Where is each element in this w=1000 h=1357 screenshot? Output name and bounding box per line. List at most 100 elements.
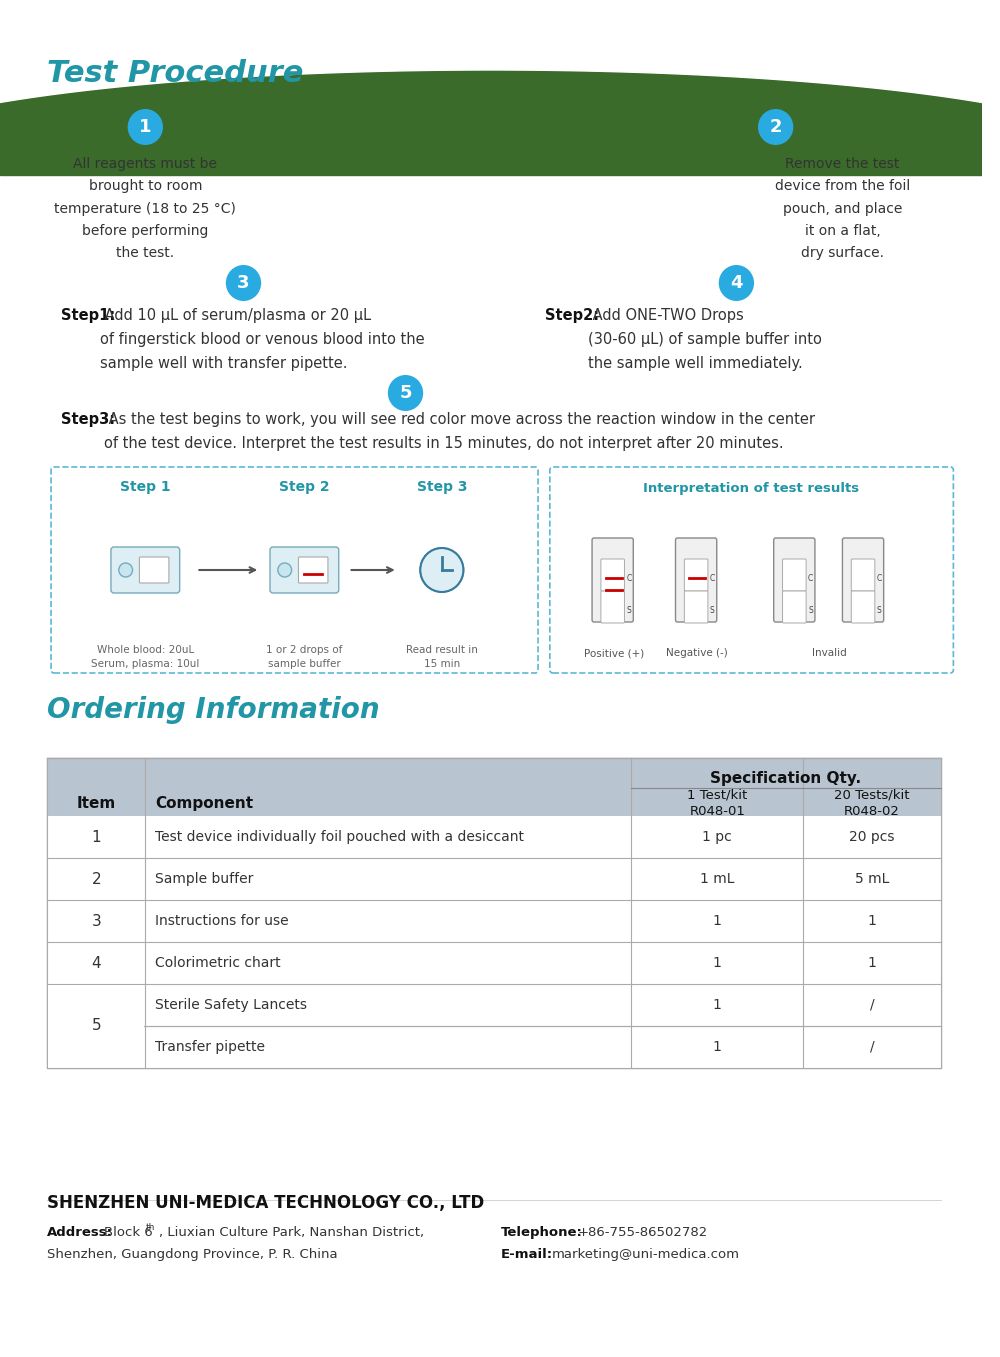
Text: 3: 3 xyxy=(237,274,250,292)
Text: 5 mL: 5 mL xyxy=(855,873,889,886)
Polygon shape xyxy=(0,0,1000,160)
Text: C: C xyxy=(710,574,715,582)
Circle shape xyxy=(420,548,463,592)
Text: E-mail:: E-mail: xyxy=(501,1248,553,1261)
Circle shape xyxy=(128,109,163,145)
Text: 1: 1 xyxy=(867,915,876,928)
Text: 20 pcs: 20 pcs xyxy=(849,830,895,844)
Text: 5: 5 xyxy=(91,1019,101,1034)
Text: Positive (+): Positive (+) xyxy=(584,649,644,658)
Text: Step3:: Step3: xyxy=(61,413,115,427)
FancyBboxPatch shape xyxy=(592,537,633,622)
Text: Item: Item xyxy=(77,795,116,810)
Text: Test Procedure: Test Procedure xyxy=(47,58,304,88)
Text: S: S xyxy=(877,605,882,615)
Bar xyxy=(47,942,941,984)
Text: Step 3: Step 3 xyxy=(417,480,467,494)
FancyBboxPatch shape xyxy=(601,559,624,592)
FancyBboxPatch shape xyxy=(684,559,708,592)
Text: Transfer pipette: Transfer pipette xyxy=(155,1039,265,1054)
Bar xyxy=(47,984,941,1026)
FancyBboxPatch shape xyxy=(298,556,328,584)
Text: Step 2: Step 2 xyxy=(279,480,330,494)
Circle shape xyxy=(119,563,133,577)
FancyBboxPatch shape xyxy=(111,547,180,593)
Text: Whole blood: 20uL
Serum, plasma: 10ul: Whole blood: 20uL Serum, plasma: 10ul xyxy=(91,645,200,669)
Text: /: / xyxy=(870,1039,874,1054)
Text: C: C xyxy=(877,574,882,582)
Text: 2: 2 xyxy=(769,118,782,136)
Circle shape xyxy=(719,265,754,301)
FancyBboxPatch shape xyxy=(774,537,815,622)
FancyBboxPatch shape xyxy=(601,592,624,623)
Circle shape xyxy=(388,375,423,411)
FancyBboxPatch shape xyxy=(51,467,538,673)
Bar xyxy=(47,759,941,1068)
Text: 20 Tests/kit
R048-02: 20 Tests/kit R048-02 xyxy=(834,788,910,818)
Text: Telephone:: Telephone: xyxy=(501,1225,583,1239)
FancyBboxPatch shape xyxy=(676,537,717,622)
Text: Step2:: Step2: xyxy=(545,308,599,323)
FancyBboxPatch shape xyxy=(550,467,953,673)
Text: Add ONE-TWO Drops
(30-60 μL) of sample buffer into
the sample well immediately.: Add ONE-TWO Drops (30-60 μL) of sample b… xyxy=(588,308,822,370)
Circle shape xyxy=(226,265,261,301)
Text: Sample buffer: Sample buffer xyxy=(155,873,254,886)
Text: S: S xyxy=(626,605,631,615)
FancyBboxPatch shape xyxy=(783,559,806,592)
Text: Invalid: Invalid xyxy=(812,649,847,658)
Text: 3: 3 xyxy=(91,913,101,928)
Text: 1 pc: 1 pc xyxy=(702,830,732,844)
Bar xyxy=(47,1026,941,1068)
Text: 2: 2 xyxy=(91,871,101,886)
Bar xyxy=(47,759,941,816)
Text: Instructions for use: Instructions for use xyxy=(155,915,289,928)
Text: Add 10 μL of serum/plasma or 20 μL
of fingerstick blood or venous blood into the: Add 10 μL of serum/plasma or 20 μL of fi… xyxy=(100,308,425,370)
Text: Test device individually foil pouched with a desiccant: Test device individually foil pouched wi… xyxy=(155,830,524,844)
Text: All reagents must be
brought to room
temperature (18 to 25 °C)
before performing: All reagents must be brought to room tem… xyxy=(54,157,236,261)
Text: 1: 1 xyxy=(91,829,101,844)
Bar xyxy=(0,0,982,175)
Text: Remove the test
device from the foil
pouch, and place
it on a flat,
dry surface.: Remove the test device from the foil pou… xyxy=(775,157,910,261)
Text: Colorimetric chart: Colorimetric chart xyxy=(155,955,281,970)
FancyBboxPatch shape xyxy=(851,559,875,592)
Text: 5: 5 xyxy=(399,384,412,402)
Text: 1: 1 xyxy=(867,955,876,970)
Text: S: S xyxy=(808,605,813,615)
Text: As the test begins to work, you will see red color move across the reaction wind: As the test begins to work, you will see… xyxy=(104,413,815,451)
Text: 1: 1 xyxy=(713,955,722,970)
Text: Shenzhen, Guangdong Province, P. R. China: Shenzhen, Guangdong Province, P. R. Chin… xyxy=(47,1248,338,1261)
Text: +86-755-86502782: +86-755-86502782 xyxy=(577,1225,708,1239)
Text: Ordering Information: Ordering Information xyxy=(47,696,380,725)
Text: 4: 4 xyxy=(730,274,743,292)
Text: Step1:: Step1: xyxy=(61,308,115,323)
Text: 4: 4 xyxy=(91,955,101,970)
Text: 1: 1 xyxy=(713,1039,722,1054)
Text: Read result in
15 min: Read result in 15 min xyxy=(406,645,478,669)
Circle shape xyxy=(758,109,793,145)
Text: C: C xyxy=(626,574,632,582)
Circle shape xyxy=(278,563,292,577)
Text: 1 mL: 1 mL xyxy=(700,873,734,886)
Text: 1: 1 xyxy=(713,915,722,928)
Text: 1: 1 xyxy=(713,997,722,1012)
FancyBboxPatch shape xyxy=(851,592,875,623)
FancyBboxPatch shape xyxy=(783,592,806,623)
FancyBboxPatch shape xyxy=(270,547,339,593)
Text: marketing@uni-medica.com: marketing@uni-medica.com xyxy=(552,1248,740,1261)
Text: Negative (-): Negative (-) xyxy=(666,649,728,658)
FancyBboxPatch shape xyxy=(684,592,708,623)
Text: Block 6: Block 6 xyxy=(104,1225,153,1239)
Text: 1 Test/kit
R048-01: 1 Test/kit R048-01 xyxy=(687,788,747,818)
Bar xyxy=(47,858,941,900)
Text: 1 or 2 drops of
sample buffer: 1 or 2 drops of sample buffer xyxy=(266,645,343,669)
Bar xyxy=(47,900,941,942)
Text: Interpretation of test results: Interpretation of test results xyxy=(643,482,859,495)
FancyBboxPatch shape xyxy=(842,537,884,622)
Text: C: C xyxy=(808,574,813,582)
Bar xyxy=(48,985,144,1067)
Text: Step 1: Step 1 xyxy=(120,480,171,494)
Bar xyxy=(47,816,941,858)
Text: S: S xyxy=(710,605,715,615)
FancyBboxPatch shape xyxy=(139,556,169,584)
Text: SHENZHEN UNI-MEDICA TECHNOLOGY CO., LTD: SHENZHEN UNI-MEDICA TECHNOLOGY CO., LTD xyxy=(47,1194,484,1212)
